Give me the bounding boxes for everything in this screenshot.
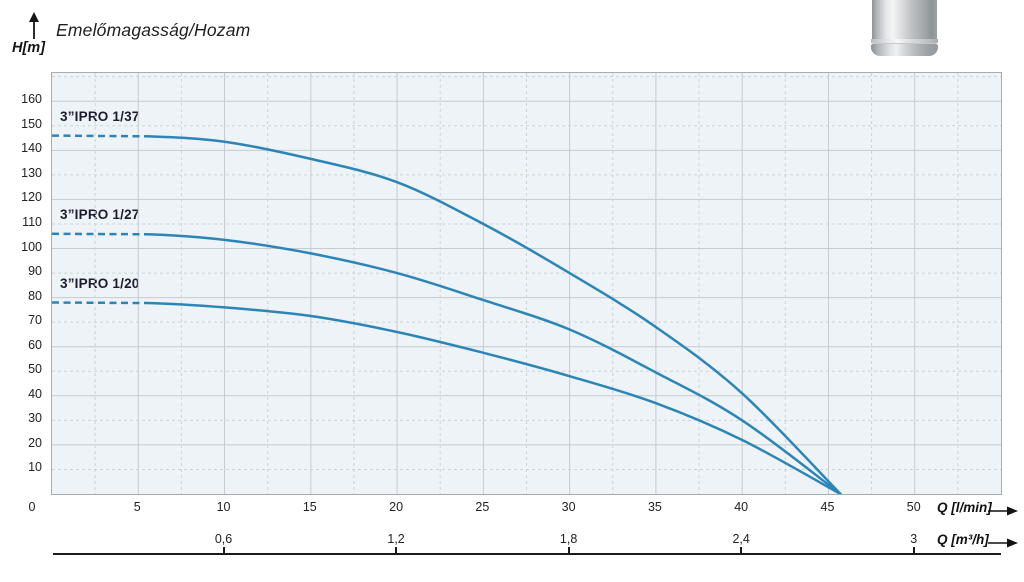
curve-label: 3”IPRO 1/27: [60, 206, 140, 222]
m3h-tick-mark: [567, 547, 570, 553]
chart-title: Emelőmagasság/Hozam: [56, 20, 251, 40]
y-axis-unit-label: H[m]: [12, 40, 46, 56]
y-tick-label: 100: [21, 239, 42, 254]
y-tick-label: 60: [28, 337, 42, 352]
m3h-axis-line: [53, 553, 1001, 556]
x-tick-label-lmin: 40: [734, 500, 749, 514]
pump-body: [872, 0, 937, 39]
right-arrow-icon: [988, 503, 1018, 521]
y-tick-label: 150: [21, 116, 42, 131]
m3h-tick-mark: [222, 547, 225, 553]
pump-ring: [871, 39, 938, 43]
origin-label: 0: [28, 500, 36, 514]
y-tick-label: 90: [28, 264, 42, 279]
x-tick-label-lmin: 25: [475, 500, 490, 514]
y-tick-label: 120: [21, 190, 42, 205]
x-tick-label-m3h: 3: [910, 532, 918, 546]
right-arrow-icon: [988, 535, 1018, 553]
x-tick-label-lmin: 5: [133, 500, 141, 514]
y-tick-label: 140: [21, 141, 42, 156]
m3h-tick-mark: [912, 547, 915, 553]
y-tick-label: 110: [22, 214, 42, 229]
x-tick-label-m3h: 0,6: [214, 532, 233, 546]
curve-label: 3”IPRO 1/20: [60, 275, 140, 291]
x-tick-label-m3h: 1,8: [559, 532, 578, 546]
x-tick-label-lmin: 15: [302, 500, 317, 514]
x-tick-label-lmin: 20: [389, 500, 404, 514]
y-tick-label: 80: [28, 288, 42, 303]
x-tick-label-lmin: 10: [216, 500, 231, 514]
y-tick-label: 160: [21, 92, 42, 107]
x-tick-label-lmin: 35: [647, 500, 662, 514]
m3h-tick-mark: [740, 547, 743, 553]
pump-product-photo: [871, 0, 938, 56]
y-tick-label: 20: [28, 435, 42, 450]
curve-label: 3”IPRO 1/37: [60, 108, 140, 124]
x-tick-label-lmin: 50: [906, 500, 921, 514]
y-tick-label: 130: [21, 165, 42, 180]
y-tick-label: 70: [28, 313, 42, 328]
y-tick-label: 50: [28, 362, 42, 377]
x-tick-label-m3h: 2,4: [732, 532, 750, 546]
x-axis-lmin-unit: Q [l/min]: [937, 500, 992, 515]
pump-end-cap: [871, 43, 938, 56]
m3h-tick-mark: [395, 547, 398, 553]
x-tick-label-m3h: 1,2: [387, 532, 405, 546]
pump-curve: [145, 135, 842, 494]
plot-area: 3”IPRO 1/37 3”IPRO 1/27 3”IPRO 1/20: [51, 72, 1002, 495]
y-tick-label: 40: [28, 386, 42, 401]
y-tick-label: 10: [28, 460, 42, 475]
y-tick-label: 30: [28, 411, 42, 426]
x-axis-m3h-unit: Q [m³/h]: [937, 532, 989, 547]
pump-curve: [145, 301, 842, 494]
pump-curve-dashed: [52, 134, 147, 138]
pump-curve: [145, 233, 842, 494]
up-arrow-icon: [28, 12, 40, 45]
x-tick-label-lmin: 45: [820, 500, 835, 514]
x-tick-label-lmin: 30: [561, 500, 576, 514]
